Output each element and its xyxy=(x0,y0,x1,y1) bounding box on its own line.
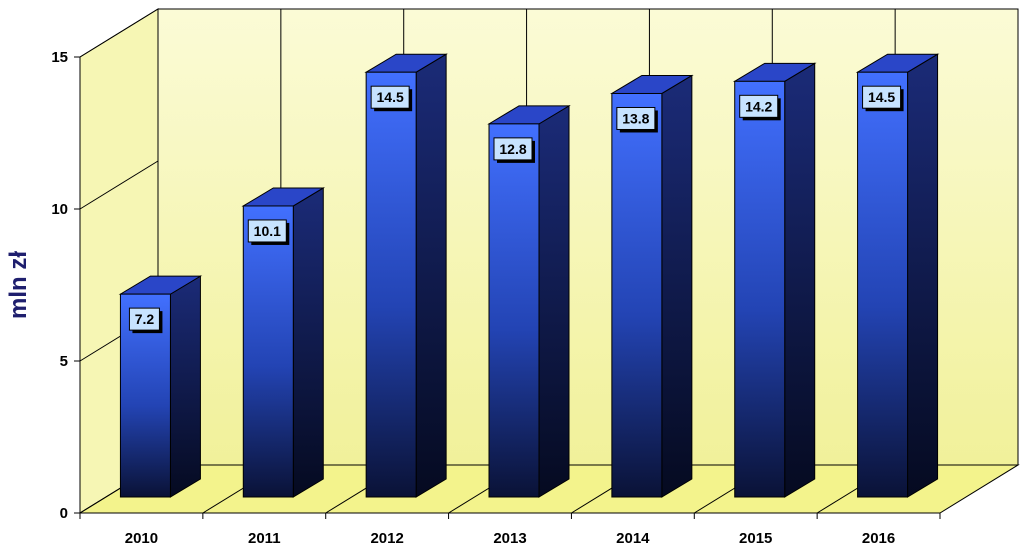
y-axis-label: mln zł xyxy=(5,251,32,319)
data-label: 13.8 xyxy=(622,110,649,126)
data-label-box xyxy=(370,85,410,109)
bar xyxy=(734,80,786,498)
y-tick-label: 10 xyxy=(51,201,68,218)
bar xyxy=(611,92,663,498)
data-label: 14.2 xyxy=(745,98,772,114)
x-tick-label: 2016 xyxy=(862,530,895,547)
bar-side xyxy=(415,53,447,498)
bar-side xyxy=(907,53,939,498)
x-tick-label: 2013 xyxy=(493,530,526,547)
data-label-box xyxy=(862,85,902,109)
data-label: 12.8 xyxy=(499,141,526,157)
x-tick-label: 2014 xyxy=(616,530,650,547)
data-label: 14.5 xyxy=(868,89,895,105)
bar-side xyxy=(538,104,570,498)
bar-side xyxy=(784,62,816,498)
x-tick-label: 2015 xyxy=(739,530,772,547)
x-tick-label: 2010 xyxy=(125,530,158,547)
data-label-box xyxy=(247,219,287,243)
data-label-box xyxy=(493,137,533,161)
bar-side xyxy=(169,275,201,498)
bar xyxy=(365,71,417,498)
bar xyxy=(488,123,540,498)
data-label: 7.2 xyxy=(135,311,155,327)
y-tick-depth xyxy=(79,8,159,58)
bar xyxy=(242,205,294,498)
bar-side xyxy=(661,74,693,498)
data-label: 10.1 xyxy=(254,223,281,239)
data-label-box xyxy=(128,307,160,331)
bar xyxy=(857,71,909,498)
y-tick-label: 0 xyxy=(60,505,68,522)
y-tick-label: 15 xyxy=(51,49,68,66)
data-label-box xyxy=(739,94,779,118)
x-tick-label: 2012 xyxy=(370,530,403,547)
data-label: 14.5 xyxy=(377,89,404,105)
bar-side xyxy=(292,187,324,498)
x-tick-label: 2011 xyxy=(248,530,281,547)
y-tick-depth xyxy=(79,160,159,210)
data-label-box xyxy=(616,106,656,130)
y-tick-label: 5 xyxy=(60,353,68,370)
